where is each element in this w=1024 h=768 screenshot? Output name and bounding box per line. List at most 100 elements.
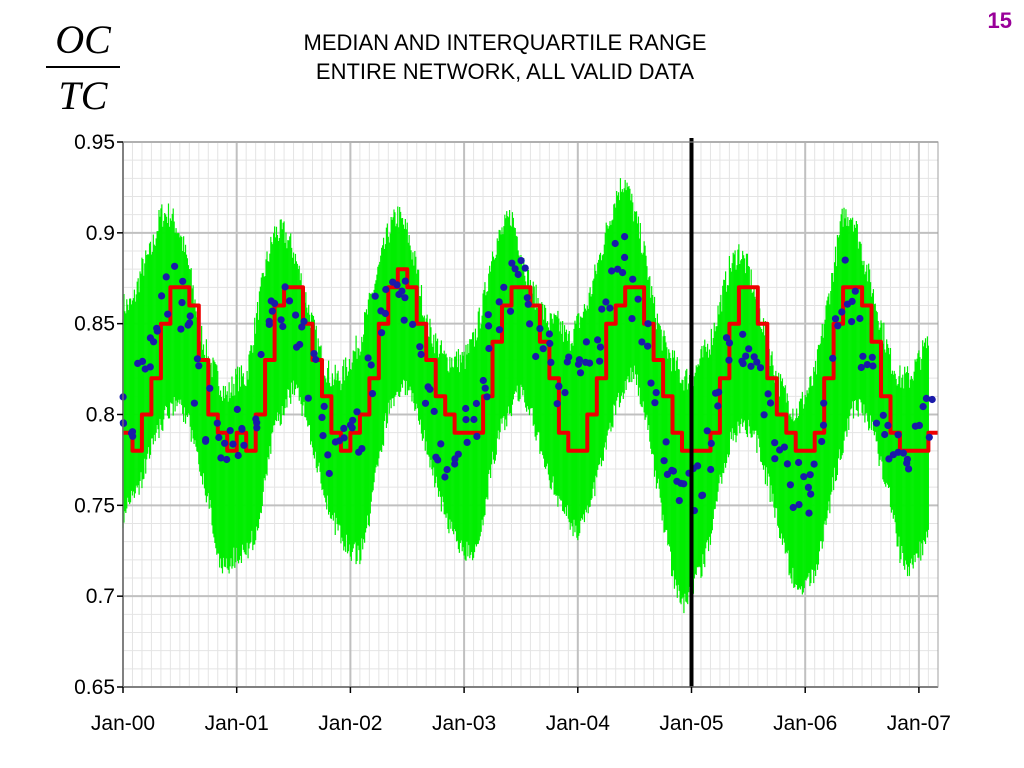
data-point	[919, 403, 927, 411]
data-point	[234, 451, 242, 460]
data-point	[190, 399, 198, 407]
data-point	[298, 323, 306, 331]
data-point	[546, 339, 554, 348]
data-point	[575, 356, 584, 364]
data-point	[320, 402, 328, 410]
data-point	[694, 462, 702, 470]
data-point	[885, 455, 893, 463]
x-tick-label: Jan-04	[546, 712, 611, 735]
data-point	[257, 350, 265, 359]
data-point	[576, 369, 585, 377]
data-point	[742, 352, 750, 360]
data-point	[206, 384, 214, 392]
data-point	[378, 329, 386, 337]
data-point	[381, 309, 389, 318]
data-point	[424, 383, 432, 391]
data-point	[634, 295, 642, 303]
x-tick-label: Jan-07	[887, 712, 951, 735]
data-point	[851, 287, 859, 295]
data-point	[238, 425, 246, 433]
data-point	[725, 339, 734, 347]
data-point	[869, 362, 877, 370]
data-point	[806, 471, 814, 479]
data-point	[523, 294, 531, 302]
data-point	[621, 253, 629, 261]
data-point	[662, 438, 670, 446]
data-point	[481, 384, 489, 392]
data-point	[644, 320, 652, 328]
data-point	[521, 264, 529, 272]
y-tick-label: 0.65	[74, 676, 115, 699]
y-tick-label: 0.75	[74, 494, 115, 517]
data-point	[479, 376, 487, 385]
data-point	[771, 455, 779, 463]
data-point	[789, 503, 797, 512]
data-point	[340, 424, 348, 432]
data-point	[766, 399, 775, 407]
data-point	[398, 287, 406, 295]
data-point	[804, 483, 813, 491]
data-point	[213, 419, 221, 427]
data-point	[281, 283, 289, 291]
data-point	[508, 259, 516, 267]
x-tick-label: Jan-01	[205, 712, 269, 735]
data-point	[483, 393, 491, 401]
x-tick-label: Jan-06	[773, 712, 837, 735]
data-point	[819, 421, 828, 429]
data-point	[928, 395, 936, 404]
data-point	[638, 338, 646, 346]
data-point	[857, 363, 865, 372]
data-point	[536, 325, 544, 333]
data-point	[628, 315, 636, 323]
data-point	[872, 419, 881, 427]
data-point	[795, 501, 803, 509]
data-points	[119, 233, 936, 517]
data-point	[539, 345, 547, 353]
data-point	[416, 343, 424, 351]
data-point	[146, 363, 154, 371]
data-point	[495, 326, 503, 334]
data-point	[925, 433, 933, 441]
x-tick-label: Jan-03	[432, 712, 496, 735]
data-point	[355, 448, 363, 456]
data-point	[437, 440, 445, 448]
data-point	[831, 315, 840, 323]
data-point	[430, 407, 438, 415]
data-point	[856, 314, 864, 323]
data-point	[451, 460, 459, 468]
data-point	[800, 473, 808, 481]
data-point	[421, 399, 430, 407]
data-point	[795, 458, 803, 467]
data-point	[905, 465, 913, 473]
y-tick-labels: 0.65 0.7 0.75 0.8 0.85 0.9 0.95	[74, 131, 123, 699]
data-point	[707, 465, 715, 474]
data-point	[598, 305, 606, 313]
page-number: 15	[987, 8, 1012, 33]
data-point	[367, 361, 375, 369]
data-point	[296, 340, 304, 349]
data-point	[820, 399, 828, 407]
data-point	[651, 399, 659, 407]
data-point	[818, 437, 826, 446]
oc-tc-ratio-label: OC TC	[46, 18, 120, 118]
data-point	[400, 316, 408, 324]
data-point	[495, 298, 503, 306]
data-point	[252, 415, 260, 423]
data-point	[841, 256, 849, 264]
data-point	[162, 273, 170, 281]
y-tick-label: 0.95	[74, 131, 115, 154]
data-point	[660, 457, 668, 465]
data-point	[582, 338, 591, 346]
data-point	[602, 298, 610, 306]
data-point	[202, 436, 210, 444]
data-point	[807, 490, 815, 498]
data-point	[215, 433, 223, 442]
data-point	[253, 424, 261, 432]
data-point	[441, 473, 449, 481]
data-point	[233, 405, 241, 413]
data-point	[472, 399, 480, 408]
data-point	[722, 334, 731, 342]
data-point	[838, 308, 846, 316]
data-point	[786, 481, 795, 489]
data-point	[300, 317, 308, 325]
